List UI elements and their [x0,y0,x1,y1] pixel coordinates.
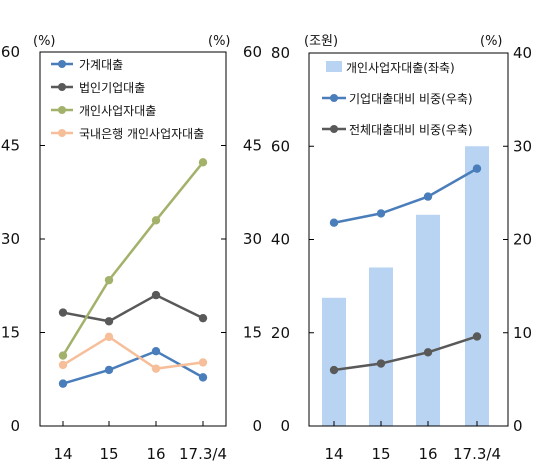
x-tick-label: 14 [324,445,343,463]
y-tick-label-right: 0 [252,417,262,435]
legend-swatch-marker [58,60,66,68]
y-tick-label-right: 30 [243,230,262,248]
legend-label: 전체대출대비 비중(우축) [349,123,473,137]
x-tick-label: 16 [146,445,165,463]
y-tick-label-right: 60 [243,43,262,61]
unit-label-right: (%) [480,34,503,49]
legend-label: 개인사업자대출 [79,104,156,118]
legend-swatch-bar [326,61,342,72]
unit-label-left: (조원) [304,34,338,49]
data-point [198,373,208,382]
data-point [329,365,339,375]
y-tick-label-right: 20 [513,231,532,249]
x-tick-label: 17.3/4 [179,445,227,463]
data-point [104,332,114,342]
y-tick-label-left: 20 [271,324,290,342]
data-point [151,364,161,373]
x-tick-label: 15 [371,445,390,463]
legend-label: 기업대출대비 비중(우축) [349,92,473,106]
legend-label: 가계대출 [79,58,123,72]
y-tick-label-right: 30 [513,137,532,155]
data-point [104,317,114,326]
legend-swatch-marker [58,83,66,91]
x-tick-label: 14 [53,445,72,463]
data-point [329,218,339,227]
legend-swatch-marker [330,125,338,133]
data-point [423,348,433,357]
data-point [151,216,161,225]
y-tick-label-left: 0 [10,417,20,435]
data-point [376,209,386,218]
y-tick-label-left: 40 [271,231,290,249]
series-line [333,167,478,224]
legend-label: 국내은행 개인사업자대출 [79,126,204,141]
y-tick-label-left: 0 [280,417,290,435]
series-line [62,293,204,323]
bar [465,146,489,426]
data-point [151,290,161,300]
y-tick-label-right: 45 [243,137,262,155]
data-point [151,347,161,356]
bar [416,214,440,426]
data-point [104,275,114,285]
y-tick-label-left: 60 [271,137,290,155]
y-tick-label-left: 80 [271,44,290,62]
x-tick-label: 17.3/4 [453,445,501,463]
data-point [198,313,208,323]
data-point [58,351,68,360]
data-point [472,164,482,173]
series-line [333,335,478,372]
data-point [423,192,433,201]
right-chart: 0 20 40 60 80 0 10 20 30 40 14 15 16 17.3/4 (조원) (%) 개인사… [271,34,532,463]
legend-swatch-marker [330,94,338,102]
data-point [58,360,68,370]
data-point [104,365,114,375]
data-point [376,359,386,368]
y-tick-label-left: 45 [1,137,20,155]
series-line [61,161,204,357]
y-tick-label-right: 10 [513,324,532,342]
x-tick-label: 15 [99,445,118,463]
unit-label-right: (%) [208,34,231,49]
bar [369,267,393,426]
data-point [198,158,208,167]
y-tick-label-right: 0 [513,417,523,435]
y-tick-label-right: 40 [513,44,532,62]
series-line [62,349,204,385]
y-tick-label-left: 15 [1,324,20,342]
legend-swatch-marker [58,129,66,137]
y-tick-label-left: 60 [1,43,20,61]
data-point [58,379,68,388]
unit-label-left: (%) [33,34,56,49]
legend-label: 법인기업대출 [79,81,145,95]
data-point [58,308,68,317]
legend-label: 개인사업자대출(좌축) [346,61,455,75]
data-point [198,358,208,367]
y-tick-label-right: 15 [243,324,262,342]
series-line [62,335,204,370]
data-point [472,332,482,341]
y-tick-label-left: 30 [1,230,20,248]
x-tick-label: 16 [418,445,437,463]
bar [322,297,346,426]
left-chart: 0 0 15 15 30 30 45 45 60 60 14 15 16 17.3/4 (%) (%) 가계대출… [1,34,262,463]
legend-swatch-marker [58,106,66,114]
